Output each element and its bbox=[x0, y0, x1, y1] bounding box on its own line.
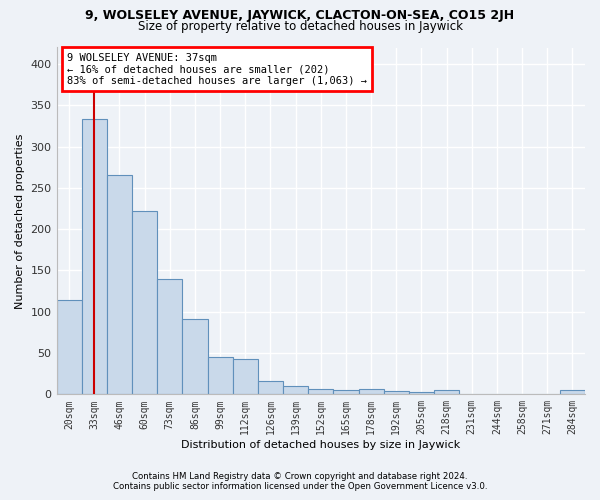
Bar bbox=[208, 357, 233, 395]
Text: Size of property relative to detached houses in Jaywick: Size of property relative to detached ho… bbox=[137, 20, 463, 33]
Y-axis label: Number of detached properties: Number of detached properties bbox=[15, 133, 25, 308]
Text: 9, WOLSELEY AVENUE, JAYWICK, CLACTON-ON-SEA, CO15 2JH: 9, WOLSELEY AVENUE, JAYWICK, CLACTON-ON-… bbox=[85, 9, 515, 22]
Bar bbox=[283, 386, 308, 394]
Bar bbox=[359, 388, 383, 394]
Bar bbox=[182, 319, 208, 394]
Bar bbox=[107, 176, 132, 394]
Bar bbox=[233, 359, 258, 394]
Bar bbox=[82, 118, 107, 394]
Bar bbox=[157, 278, 182, 394]
Bar bbox=[258, 381, 283, 394]
Text: Contains HM Land Registry data © Crown copyright and database right 2024.
Contai: Contains HM Land Registry data © Crown c… bbox=[113, 472, 487, 491]
Bar bbox=[132, 211, 157, 394]
Text: 9 WOLSELEY AVENUE: 37sqm
← 16% of detached houses are smaller (202)
83% of semi-: 9 WOLSELEY AVENUE: 37sqm ← 16% of detach… bbox=[67, 52, 367, 86]
X-axis label: Distribution of detached houses by size in Jaywick: Distribution of detached houses by size … bbox=[181, 440, 460, 450]
Bar bbox=[409, 392, 434, 394]
Bar bbox=[560, 390, 585, 394]
Bar bbox=[434, 390, 459, 394]
Bar bbox=[56, 300, 82, 394]
Bar bbox=[308, 388, 334, 394]
Bar bbox=[334, 390, 359, 394]
Bar bbox=[383, 391, 409, 394]
